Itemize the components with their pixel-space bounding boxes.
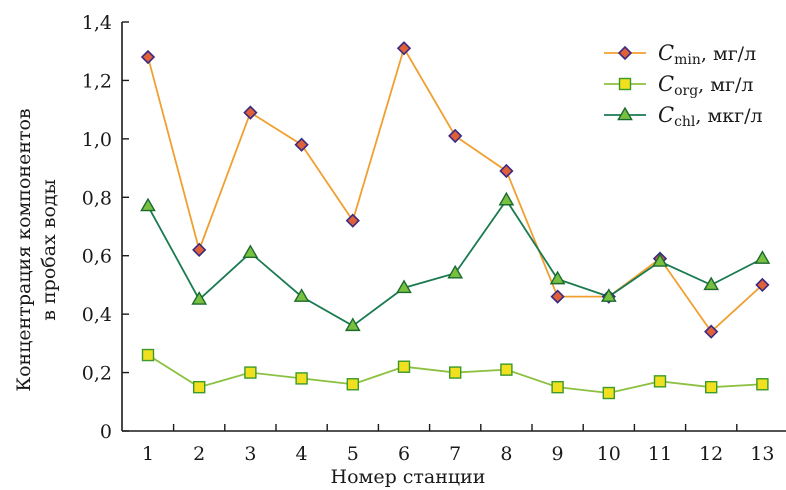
data-point-chl: [191, 291, 208, 305]
x-tick-label: 8: [500, 443, 512, 465]
data-point-chl: [600, 288, 617, 302]
data-point-org: [244, 366, 257, 379]
legend-item-chl: Cchl, мкг/л: [604, 103, 763, 130]
axes: 00,20,40,60,81,01,21,41 2 3 4 5 6 7 8 9 10 11 12 13: [82, 12, 786, 465]
data-point-org: [705, 380, 718, 394]
data-point-org: [449, 366, 462, 379]
data-point-org: [500, 363, 513, 376]
legend-item-min: Cmin, мг/л: [604, 41, 756, 68]
x-tick-label: 10: [597, 443, 621, 465]
x-tick-label: 4: [296, 443, 308, 465]
data-point-chl: [344, 317, 361, 332]
data-point-chl: [447, 264, 464, 279]
x-tick-label: 3: [244, 443, 256, 465]
series-markers-chl: [140, 191, 771, 332]
data-point-min: [499, 163, 514, 179]
legend-marker: [617, 45, 633, 61]
x-tick-label: 11: [648, 443, 672, 465]
series-chl: [147, 198, 763, 327]
data-point-chl: [754, 250, 771, 264]
data-point-chl: [703, 276, 720, 291]
x-tick-label: 2: [193, 443, 205, 465]
data-point-chl: [652, 253, 668, 267]
x-tick-label: 5: [347, 443, 359, 465]
data-point-org: [653, 375, 667, 388]
x-tick-label: 7: [449, 443, 461, 465]
data-point-min: [550, 289, 565, 304]
y-tick-label: 1,0: [82, 129, 112, 151]
data-point-org: [551, 380, 564, 394]
data-point-min: [294, 137, 309, 152]
legend-item-org: Corg, мг/л: [604, 72, 753, 99]
y-tick-label: 1,4: [82, 12, 112, 34]
y-tick-label: 0,6: [82, 246, 112, 268]
data-point-chl: [140, 197, 156, 212]
data-point-org: [602, 386, 615, 400]
data-point-min: [448, 128, 463, 144]
data-point-org: [346, 378, 359, 391]
data-point-chl: [293, 288, 310, 302]
data-point-org: [295, 372, 308, 385]
y-tick-label: 0,4: [82, 304, 112, 326]
x-tick-label: 12: [699, 443, 723, 465]
series-line-chl: [147, 198, 763, 327]
data-point-org: [192, 380, 206, 394]
data-point-min: [345, 213, 360, 228]
data-point-min: [192, 242, 207, 258]
y-axis-title-line-1: Концентрация компонентов: [13, 108, 35, 391]
data-point-min: [704, 324, 719, 339]
x-axis-title: Номер станции: [331, 466, 486, 488]
x-tick-label: 13: [750, 443, 774, 465]
x-tick-label: 9: [552, 443, 564, 465]
data-point-chl: [549, 270, 566, 285]
y-axis-title-line-2: в пробах воды: [38, 179, 60, 320]
data-point-chl: [498, 191, 515, 206]
x-tick-label: 6: [398, 443, 410, 465]
series-markers-org: [141, 348, 769, 400]
data-point-org: [141, 348, 155, 362]
data-point-min: [140, 49, 156, 65]
y-tick-label: 0: [100, 421, 112, 443]
legend-label: Corg, мг/л: [658, 72, 753, 99]
data-point-org: [397, 360, 411, 373]
y-tick-label: 0,2: [82, 363, 112, 385]
legend: Cmin, мг/л Corg, мг/л Cchl, мкг/л: [604, 41, 763, 130]
y-tick-label: 0,8: [82, 187, 112, 209]
data-point-chl: [242, 244, 259, 259]
data-point-chl: [396, 279, 412, 294]
y-tick-label: 1,2: [82, 70, 112, 92]
series-layer: [140, 41, 771, 400]
data-point-min: [243, 105, 258, 120]
data-point-min: [396, 41, 412, 56]
x-tick-label: 1: [142, 443, 154, 465]
legend-marker: [617, 106, 633, 121]
data-point-org: [756, 378, 769, 391]
data-point-min: [755, 277, 770, 293]
legend-marker: [618, 77, 632, 91]
legend-label: Cchl, мкг/л: [658, 103, 763, 130]
legend-label: Cmin, мг/л: [658, 41, 756, 68]
